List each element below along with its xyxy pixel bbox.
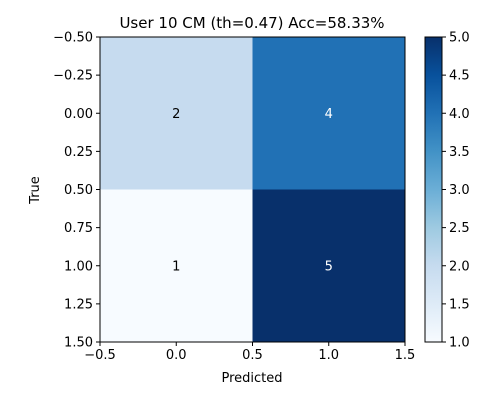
colorbar-tick-label: 4.0 — [449, 107, 470, 122]
colorbar-tick-label: 3.0 — [449, 183, 470, 198]
y-tick-label: 0.00 — [64, 107, 93, 122]
y-tick-label: 0.25 — [64, 145, 93, 160]
chart-title: User 10 CM (th=0.47) Acc=58.33% — [119, 14, 384, 32]
heatmap-cell-r1-c1 — [252, 189, 405, 342]
x-tick-label: 1.5 — [395, 348, 416, 363]
heatmap-cell-r0-c1 — [252, 37, 405, 190]
x-axis-label: Predicted — [221, 371, 282, 386]
colorbar-tick-label: 4.5 — [449, 69, 470, 84]
y-axis-label: True — [28, 176, 43, 205]
x-tick-label: −0.5 — [84, 348, 116, 363]
x-axis-ticks: −0.5 0.0 0.5 1.0 1.5 — [84, 342, 415, 363]
y-axis-ticks: −0.50 −0.25 0.00 0.25 0.50 0.75 1.00 1.25 1.50 — [53, 31, 100, 351]
y-tick-label: 0.75 — [64, 221, 93, 236]
x-tick-label: 1.0 — [318, 348, 339, 363]
colorbar-tick-label: 1.0 — [449, 336, 470, 351]
x-tick-label: 0.5 — [242, 348, 263, 363]
y-tick-label: −0.25 — [53, 69, 93, 84]
y-tick-label: 1.00 — [64, 259, 93, 274]
x-tick-label: 0.0 — [166, 348, 187, 363]
colorbar — [424, 36, 443, 343]
y-tick-label: 0.50 — [64, 183, 93, 198]
y-tick-label: 1.25 — [64, 297, 93, 312]
colorbar-tick-label: 2.0 — [449, 259, 470, 274]
heatmap-cell-r0-c0 — [100, 37, 253, 190]
colorbar-ticks: 1.0 1.5 2.0 2.5 3.0 3.5 4.0 4.5 5.0 — [442, 31, 470, 351]
heatmap-cell-labels: 2 4 1 5 — [172, 107, 333, 275]
colorbar-tick-label: 1.5 — [449, 297, 470, 312]
y-tick-label: 1.50 — [64, 336, 93, 351]
cell-value-label: 5 — [325, 259, 333, 274]
colorbar-tick-label: 2.5 — [449, 221, 470, 236]
cell-value-label: 1 — [172, 259, 180, 274]
heatmap-cell-r1-c0 — [100, 189, 253, 342]
y-tick-label: −0.50 — [53, 31, 93, 46]
cell-value-label: 4 — [325, 107, 333, 122]
cell-value-label: 2 — [172, 107, 180, 122]
heatmap-cells — [100, 37, 405, 342]
colorbar-tick-label: 5.0 — [449, 31, 470, 46]
colorbar-tick-label: 3.5 — [449, 145, 470, 160]
